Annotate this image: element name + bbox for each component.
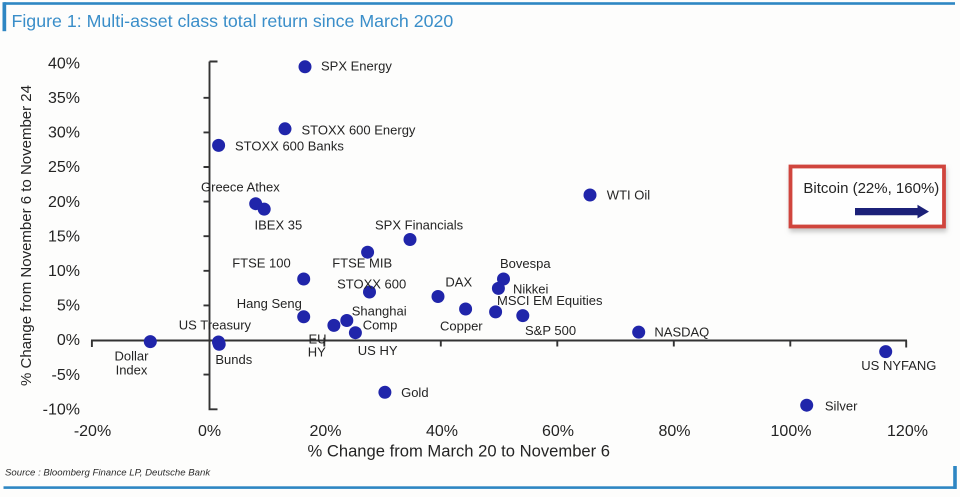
- svg-text:-10%: -10%: [43, 401, 80, 418]
- svg-text:Figure 1: Multi-asset class to: Figure 1: Multi-asset class total return…: [12, 11, 454, 31]
- svg-text:Bitcoin (22%, 160%): Bitcoin (22%, 160%): [803, 180, 939, 197]
- svg-text:20%: 20%: [48, 194, 80, 211]
- svg-text:100%: 100%: [771, 423, 812, 440]
- svg-text:Bovespa: Bovespa: [500, 256, 551, 271]
- svg-text:SPX Energy: SPX Energy: [321, 59, 392, 74]
- svg-text:60%: 60%: [542, 423, 574, 440]
- svg-text:EU: EU: [309, 331, 327, 346]
- svg-text:-20%: -20%: [74, 423, 111, 440]
- svg-text:SPX Financials: SPX Financials: [375, 217, 464, 232]
- svg-text:IBEX 35: IBEX 35: [255, 217, 303, 232]
- svg-text:30%: 30%: [48, 125, 80, 142]
- svg-text:STOXX 600: STOXX 600: [337, 277, 406, 292]
- svg-text:-5%: -5%: [52, 367, 80, 384]
- svg-text:Greece Athex: Greece Athex: [201, 180, 280, 195]
- svg-text:S&P 500: S&P 500: [525, 323, 576, 338]
- svg-text:120%: 120%: [887, 423, 928, 440]
- svg-text:0%: 0%: [57, 332, 80, 349]
- svg-text:40%: 40%: [48, 55, 80, 72]
- svg-text:US NYFANG: US NYFANG: [861, 358, 936, 373]
- svg-text:Gold: Gold: [401, 385, 428, 400]
- svg-text:MSCI EM Equities: MSCI EM Equities: [497, 293, 603, 308]
- svg-text:% Change from November 6 to No: % Change from November 6 to November 24: [18, 85, 35, 386]
- svg-text:80%: 80%: [658, 423, 690, 440]
- svg-text:Source : Bloomberg Finance LP,: Source : Bloomberg Finance LP, Deutsche …: [5, 468, 211, 479]
- svg-text:15%: 15%: [48, 228, 80, 245]
- svg-text:STOXX 600 Energy: STOXX 600 Energy: [302, 123, 416, 138]
- svg-text:25%: 25%: [48, 159, 80, 176]
- svg-text:WTI Oil: WTI Oil: [607, 188, 650, 203]
- svg-text:Bunds: Bunds: [215, 352, 252, 367]
- svg-text:Nikkei: Nikkei: [513, 282, 549, 297]
- svg-text:Dollar: Dollar: [115, 349, 150, 364]
- svg-text:FTSE 100: FTSE 100: [232, 256, 291, 271]
- svg-text:US Treasury: US Treasury: [179, 318, 252, 333]
- svg-text:US HY: US HY: [358, 343, 398, 358]
- svg-text:FTSE MIB: FTSE MIB: [332, 256, 392, 271]
- svg-text:DAX: DAX: [445, 275, 472, 290]
- svg-text:Comp: Comp: [363, 318, 398, 333]
- svg-text:% Change from March 20 to Nove: % Change from March 20 to November 6: [308, 442, 611, 461]
- svg-text:5%: 5%: [57, 298, 80, 315]
- svg-text:NASDAQ: NASDAQ: [654, 325, 709, 340]
- svg-text:HY: HY: [308, 345, 326, 360]
- svg-text:Copper: Copper: [440, 319, 483, 334]
- svg-text:40%: 40%: [426, 423, 458, 440]
- svg-text:20%: 20%: [309, 423, 341, 440]
- svg-text:0%: 0%: [198, 423, 221, 440]
- svg-text:Hang Seng: Hang Seng: [237, 296, 302, 311]
- svg-text:Index: Index: [116, 363, 148, 378]
- svg-text:STOXX 600 Banks: STOXX 600 Banks: [235, 139, 344, 154]
- svg-text:Silver: Silver: [825, 399, 858, 414]
- svg-text:Shanghai: Shanghai: [352, 303, 407, 318]
- svg-text:10%: 10%: [48, 263, 80, 280]
- svg-text:35%: 35%: [48, 90, 80, 107]
